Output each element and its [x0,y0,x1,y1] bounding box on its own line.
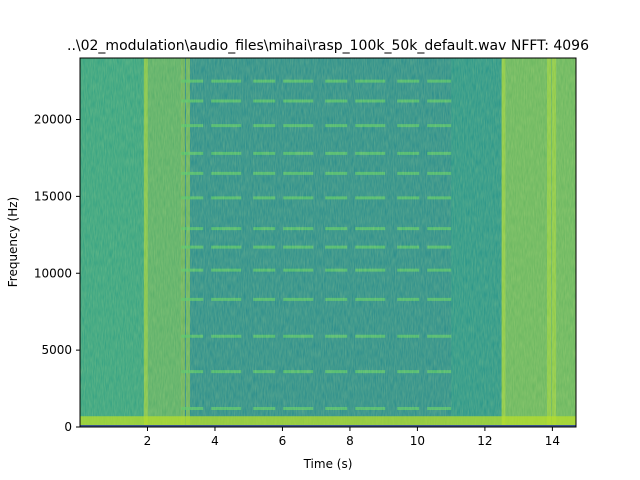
x-axis-label: Time (s) [303,457,353,471]
y-axis-ticks: 0 5000 10000 15000 20000 [34,113,80,434]
x-tick-label: 2 [144,434,152,448]
y-tick-label: 15000 [34,189,72,203]
y-tick-label: 5000 [41,343,72,357]
x-tick-label: 14 [545,434,560,448]
x-tick-label: 4 [211,434,219,448]
x-tick-label: 12 [477,434,492,448]
chart-title: ..\02_modulation\audio_files\mihai\rasp_… [67,38,589,54]
x-tick-label: 6 [279,434,287,448]
plot-frame [79,57,577,428]
y-tick-label: 10000 [34,266,72,280]
spectrogram-noise-texture [80,58,576,427]
y-tick-label: 0 [64,420,72,434]
x-axis-ticks: 2 4 6 8 10 12 14 [144,427,560,448]
x-tick-label: 8 [346,434,354,448]
x-tick-label: 10 [410,434,425,448]
spectrogram-plot-area [80,58,576,427]
low-band-energy [80,416,576,427]
y-axis-label: Frequency (Hz) [6,197,20,288]
y-tick-label: 20000 [34,113,72,127]
low-frequency-band [80,416,576,427]
